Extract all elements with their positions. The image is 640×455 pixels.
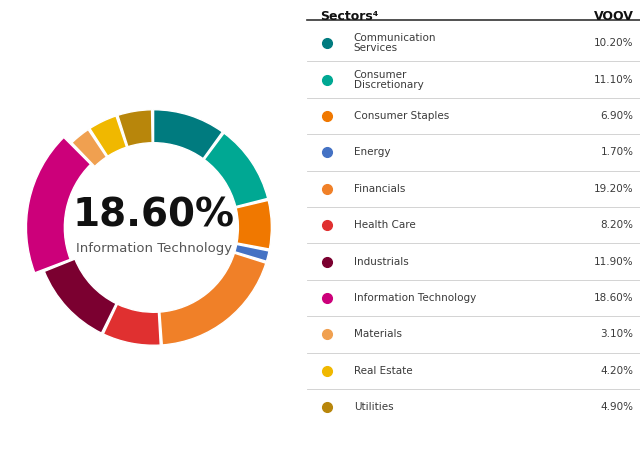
Text: Discretionary: Discretionary	[354, 80, 424, 90]
Text: 19.20%: 19.20%	[594, 184, 634, 194]
Wedge shape	[90, 116, 127, 156]
Text: 11.90%: 11.90%	[594, 257, 634, 267]
Wedge shape	[204, 133, 268, 207]
Wedge shape	[154, 110, 222, 159]
Text: Financials: Financials	[354, 184, 405, 194]
Text: 4.20%: 4.20%	[600, 366, 634, 376]
Text: Information Technology: Information Technology	[354, 293, 476, 303]
Text: Services: Services	[354, 43, 398, 53]
Wedge shape	[235, 244, 269, 261]
Text: 18.60%: 18.60%	[594, 293, 634, 303]
Text: Industrials: Industrials	[354, 257, 408, 267]
Wedge shape	[118, 110, 152, 147]
Wedge shape	[103, 304, 160, 345]
Text: VOOV: VOOV	[593, 10, 634, 23]
Text: 18.60%: 18.60%	[72, 197, 235, 235]
Text: Health Care: Health Care	[354, 220, 415, 230]
Text: 4.90%: 4.90%	[600, 402, 634, 412]
Text: 3.10%: 3.10%	[600, 329, 634, 339]
Text: Materials: Materials	[354, 329, 402, 339]
Text: Information Technology: Information Technology	[76, 242, 232, 255]
Text: 8.20%: 8.20%	[600, 220, 634, 230]
Text: Real Estate: Real Estate	[354, 366, 412, 376]
Wedge shape	[44, 259, 116, 333]
Text: Energy: Energy	[354, 147, 390, 157]
Wedge shape	[236, 200, 271, 249]
Text: Consumer Staples: Consumer Staples	[354, 111, 449, 121]
Wedge shape	[160, 253, 266, 345]
Text: 1.70%: 1.70%	[600, 147, 634, 157]
Text: 6.90%: 6.90%	[600, 111, 634, 121]
Wedge shape	[72, 130, 106, 167]
Text: Communication: Communication	[354, 33, 436, 43]
Text: 10.20%: 10.20%	[594, 38, 634, 48]
Text: 11.10%: 11.10%	[594, 75, 634, 85]
Wedge shape	[26, 137, 91, 273]
Text: Sectors⁴: Sectors⁴	[321, 10, 379, 23]
Text: Consumer: Consumer	[354, 70, 407, 80]
Text: Utilities: Utilities	[354, 402, 394, 412]
